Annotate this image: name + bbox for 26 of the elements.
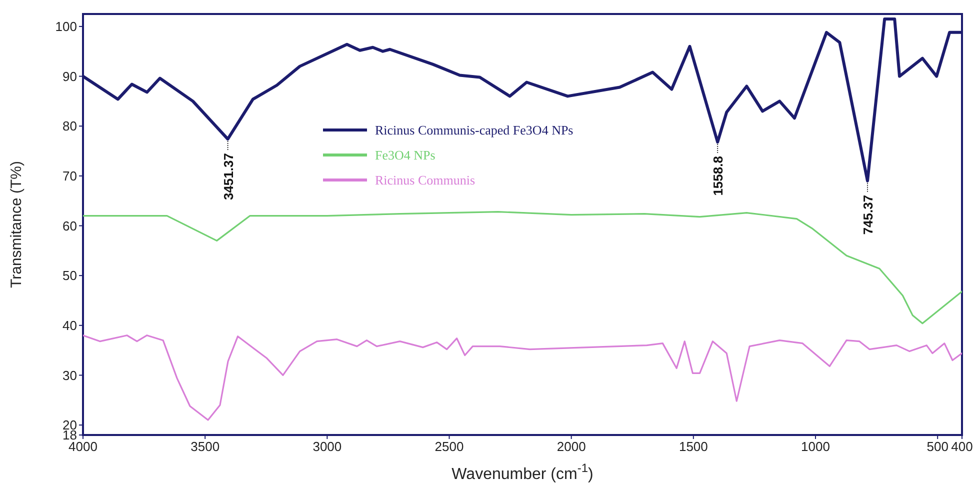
legend-label: Fe3O4 NPs xyxy=(375,148,436,163)
y-tick-label: 100 xyxy=(55,19,77,34)
x-tick-label: 400 xyxy=(951,439,973,454)
x-tick-label: 2500 xyxy=(434,439,464,454)
annotation: 745.37 xyxy=(860,194,876,235)
y-tick-label: 40 xyxy=(62,318,77,333)
y-tick-label: 30 xyxy=(62,368,77,383)
legend-label: Ricinus Communis-caped Fe3O4 NPs xyxy=(375,122,574,138)
legend-label: Ricinus Communis xyxy=(375,172,476,188)
x-tick-label: 500 xyxy=(926,439,948,454)
x-tick-label: 3500 xyxy=(190,439,220,454)
x-tick-label: 1000 xyxy=(801,439,830,454)
y-tick-label: 80 xyxy=(62,118,77,134)
x-tick-label: 1500 xyxy=(678,439,708,454)
x-tick-label: 4000 xyxy=(68,439,98,454)
y-tick-label: 70 xyxy=(62,168,77,184)
x-tick-label: 3000 xyxy=(312,439,342,454)
x-tick-label: 2000 xyxy=(556,439,586,454)
y-tick-label: 50 xyxy=(62,268,77,284)
y-tick-label: 90 xyxy=(62,68,77,84)
annotation: 1558.8 xyxy=(710,156,726,196)
y-tick-label: 60 xyxy=(62,218,77,234)
line-series xyxy=(83,334,962,421)
annotation: 3451.37 xyxy=(220,153,236,200)
x-axis-title: Wavenumber (cm$^{-1}$) xyxy=(452,461,594,483)
y-axis-title: Transmitance (T%) xyxy=(8,161,25,288)
